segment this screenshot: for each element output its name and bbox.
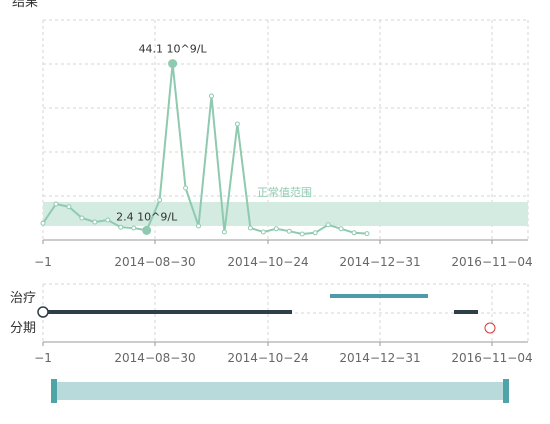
data-point	[338, 226, 344, 232]
data-point	[40, 220, 46, 226]
point-annotation: 44.1 10^9/L	[139, 43, 208, 56]
zoom-slider-handle-left[interactable]	[51, 379, 57, 403]
data-point	[53, 201, 59, 207]
row-label-staging: 分期	[10, 321, 36, 336]
data-point	[351, 230, 357, 236]
data-point	[312, 230, 318, 236]
timeline-tick-label: 2016−11−04	[451, 351, 532, 365]
point-annotation: 2.4 10^9/L	[116, 210, 178, 223]
data-point	[208, 93, 214, 99]
data-point	[118, 224, 124, 230]
zoom-slider-track	[53, 382, 507, 400]
x-tick-label: −1	[34, 255, 52, 269]
data-point	[196, 223, 202, 229]
x-tick-label: 2014−08−30	[114, 255, 195, 269]
timeline-tick-label: 2014−10−24	[227, 351, 308, 365]
data-point	[105, 217, 111, 223]
timeline-tick-label: −1	[34, 351, 52, 365]
data-point	[364, 231, 370, 237]
reference-band-label: 正常值范围	[257, 185, 312, 199]
data-point	[260, 229, 266, 235]
data-point	[325, 222, 331, 228]
data-point	[92, 219, 98, 225]
data-point	[79, 215, 85, 221]
data-point	[183, 185, 189, 191]
x-tick-label: 2014−10−24	[227, 255, 308, 269]
row-label-treatment: 治疗	[10, 291, 36, 306]
data-point	[273, 226, 279, 232]
staging-end-marker	[484, 322, 496, 334]
zoom-slider-handle-right[interactable]	[503, 379, 509, 403]
data-point	[157, 197, 163, 203]
x-tick-label: 2016−11−04	[451, 255, 532, 269]
data-point	[221, 229, 227, 235]
data-point	[66, 204, 72, 210]
x-tick-label: 2014−12−31	[339, 255, 420, 269]
annotated-point	[142, 225, 152, 235]
timeline-tick-label: 2014−12−31	[339, 351, 420, 365]
reference-band	[43, 202, 528, 226]
data-point	[286, 228, 292, 234]
annotated-point	[168, 59, 178, 69]
data-point	[234, 121, 240, 127]
data-point	[247, 225, 253, 231]
timeline-tick-label: 2014−08−30	[114, 351, 195, 365]
data-point	[131, 225, 137, 231]
data-point	[299, 231, 305, 237]
top-title: 结果	[12, 0, 38, 10]
staging-start-marker	[37, 306, 49, 318]
zoom-slider[interactable]	[51, 379, 509, 403]
